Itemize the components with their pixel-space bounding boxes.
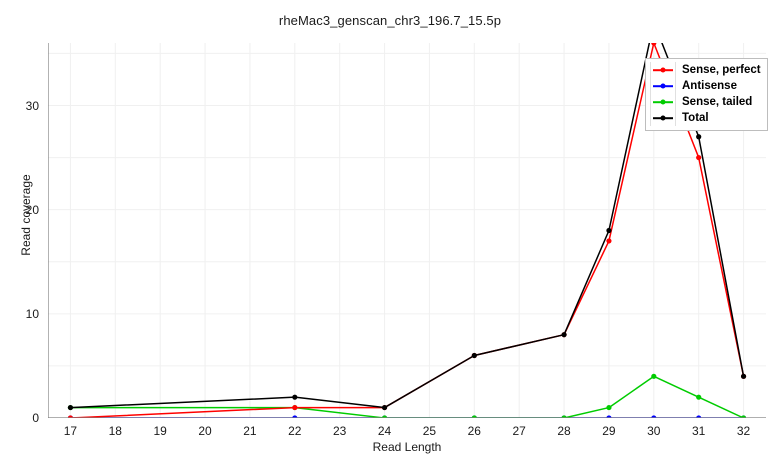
x-tick-label: 30 [647, 424, 661, 438]
legend-key-icon [650, 94, 676, 110]
x-tick-label: 17 [63, 424, 78, 438]
x-tick-label: 20 [198, 424, 212, 438]
data-point [651, 415, 657, 418]
data-point [292, 415, 298, 418]
legend-item-label: Sense, tailed [682, 96, 753, 108]
plot-area [44, 43, 766, 422]
x-axis-title: Read Length [372, 440, 442, 454]
x-tick-label: 26 [467, 424, 481, 438]
x-tick-label: 19 [153, 424, 167, 438]
x-tick-label: 29 [602, 424, 616, 438]
x-tick-label: 22 [288, 424, 302, 438]
data-point [740, 415, 747, 418]
legend-item: Sense, perfect [650, 62, 761, 78]
data-point [292, 404, 298, 411]
legend-key-icon [650, 62, 676, 78]
y-tick-label: 20 [25, 202, 39, 217]
x-tick-label: 31 [692, 424, 706, 438]
x-tick-label: 25 [422, 424, 437, 438]
legend-key-icon [650, 78, 676, 94]
data-point [471, 415, 477, 418]
y-tick-label: 0 [32, 411, 39, 425]
data-point [561, 332, 567, 338]
legend-item-label: Total [682, 112, 709, 124]
legend-item-label: Sense, perfect [682, 64, 761, 76]
data-point [381, 404, 388, 411]
data-point [696, 134, 702, 140]
y-tick-label: 10 [25, 306, 39, 321]
data-point [471, 352, 477, 359]
data-point [696, 394, 702, 400]
legend-item: Antisense [650, 78, 761, 94]
x-tick-label: 21 [243, 424, 257, 438]
x-tick-label: 18 [108, 424, 122, 438]
legend-item: Total [650, 110, 761, 126]
data-point [696, 154, 702, 161]
plot-svg [44, 43, 766, 422]
y-tick-label: 30 [25, 98, 39, 113]
data-point [561, 415, 567, 418]
legend-key-icon [650, 110, 676, 126]
legend-item: Sense, tailed [650, 94, 761, 110]
x-tick-label: 23 [333, 424, 347, 438]
data-point [606, 415, 612, 418]
data-point [381, 415, 388, 418]
data-point [651, 43, 657, 46]
data-point [67, 404, 74, 411]
x-tick-label: 32 [736, 424, 751, 438]
legend: Sense, perfect Antisense Sense, tailed Tota… [645, 58, 768, 131]
series-line [69, 375, 745, 418]
data-point [651, 373, 657, 379]
data-point [606, 404, 612, 411]
data-point [67, 415, 74, 418]
chart-title: rheMac3_genscan_chr3_196.7_15.5p [278, 13, 502, 28]
x-tick-label: 24 [377, 424, 392, 438]
x-tick-label: 28 [557, 424, 571, 438]
data-point [606, 238, 612, 244]
data-point [696, 415, 702, 418]
data-point [292, 394, 298, 400]
data-point [740, 373, 747, 379]
data-point [606, 227, 612, 234]
legend-item-label: Antisense [682, 80, 737, 92]
x-tick-label: 27 [512, 424, 526, 438]
